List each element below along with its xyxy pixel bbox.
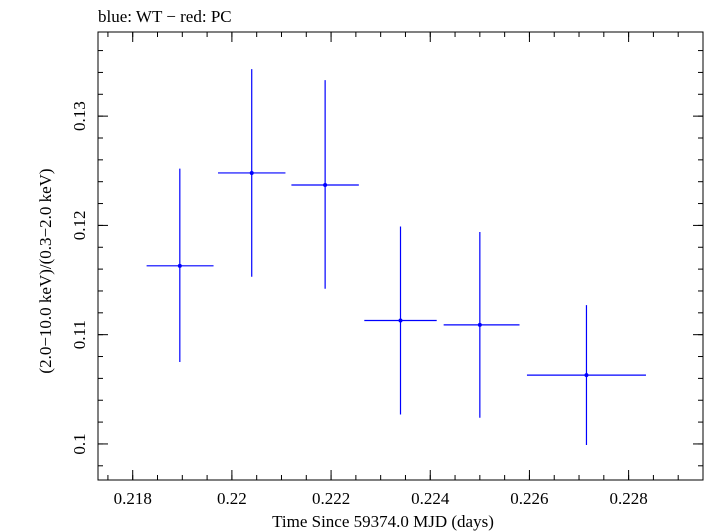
point-marker <box>177 263 182 268</box>
plot-frame <box>97 31 704 481</box>
x-tick-label: 0.218 <box>114 489 152 508</box>
x-tick-label: 0.226 <box>510 489 548 508</box>
data-point <box>526 305 646 446</box>
point-marker <box>584 373 589 378</box>
point-marker <box>477 322 482 327</box>
data-point <box>146 168 214 362</box>
y-axis-label: (2.0−10.0 keV)/(0.3−2.0 keV) <box>36 168 55 373</box>
y-tick-label: 0.11 <box>70 320 89 349</box>
x-axis: 0.218 0.22 0.222 0.224 0.226 0.228 <box>107 32 704 508</box>
data-point <box>443 231 520 418</box>
y-tick-label: 0.12 <box>70 211 89 241</box>
series-wt <box>146 69 646 446</box>
chart-title: blue: WT − red: PC <box>98 7 232 26</box>
y-axis: 0.1 0.11 0.12 0.13 <box>70 50 703 467</box>
x-tick-label: 0.224 <box>411 489 450 508</box>
point-marker <box>398 318 403 323</box>
data-point <box>218 69 286 277</box>
series-layer <box>146 69 646 446</box>
x-axis-label: Time Since 59374.0 MJD (days) <box>272 512 494 531</box>
y-tick-label: 0.13 <box>70 101 89 131</box>
x-tick-label: 0.228 <box>609 489 647 508</box>
point-marker <box>323 182 328 187</box>
point-marker <box>249 170 254 175</box>
y-tick-label: 0.1 <box>70 433 89 454</box>
x-tick-label: 0.22 <box>217 489 247 508</box>
data-point <box>364 226 437 415</box>
data-point <box>291 80 359 289</box>
x-tick-label: 0.222 <box>312 489 350 508</box>
